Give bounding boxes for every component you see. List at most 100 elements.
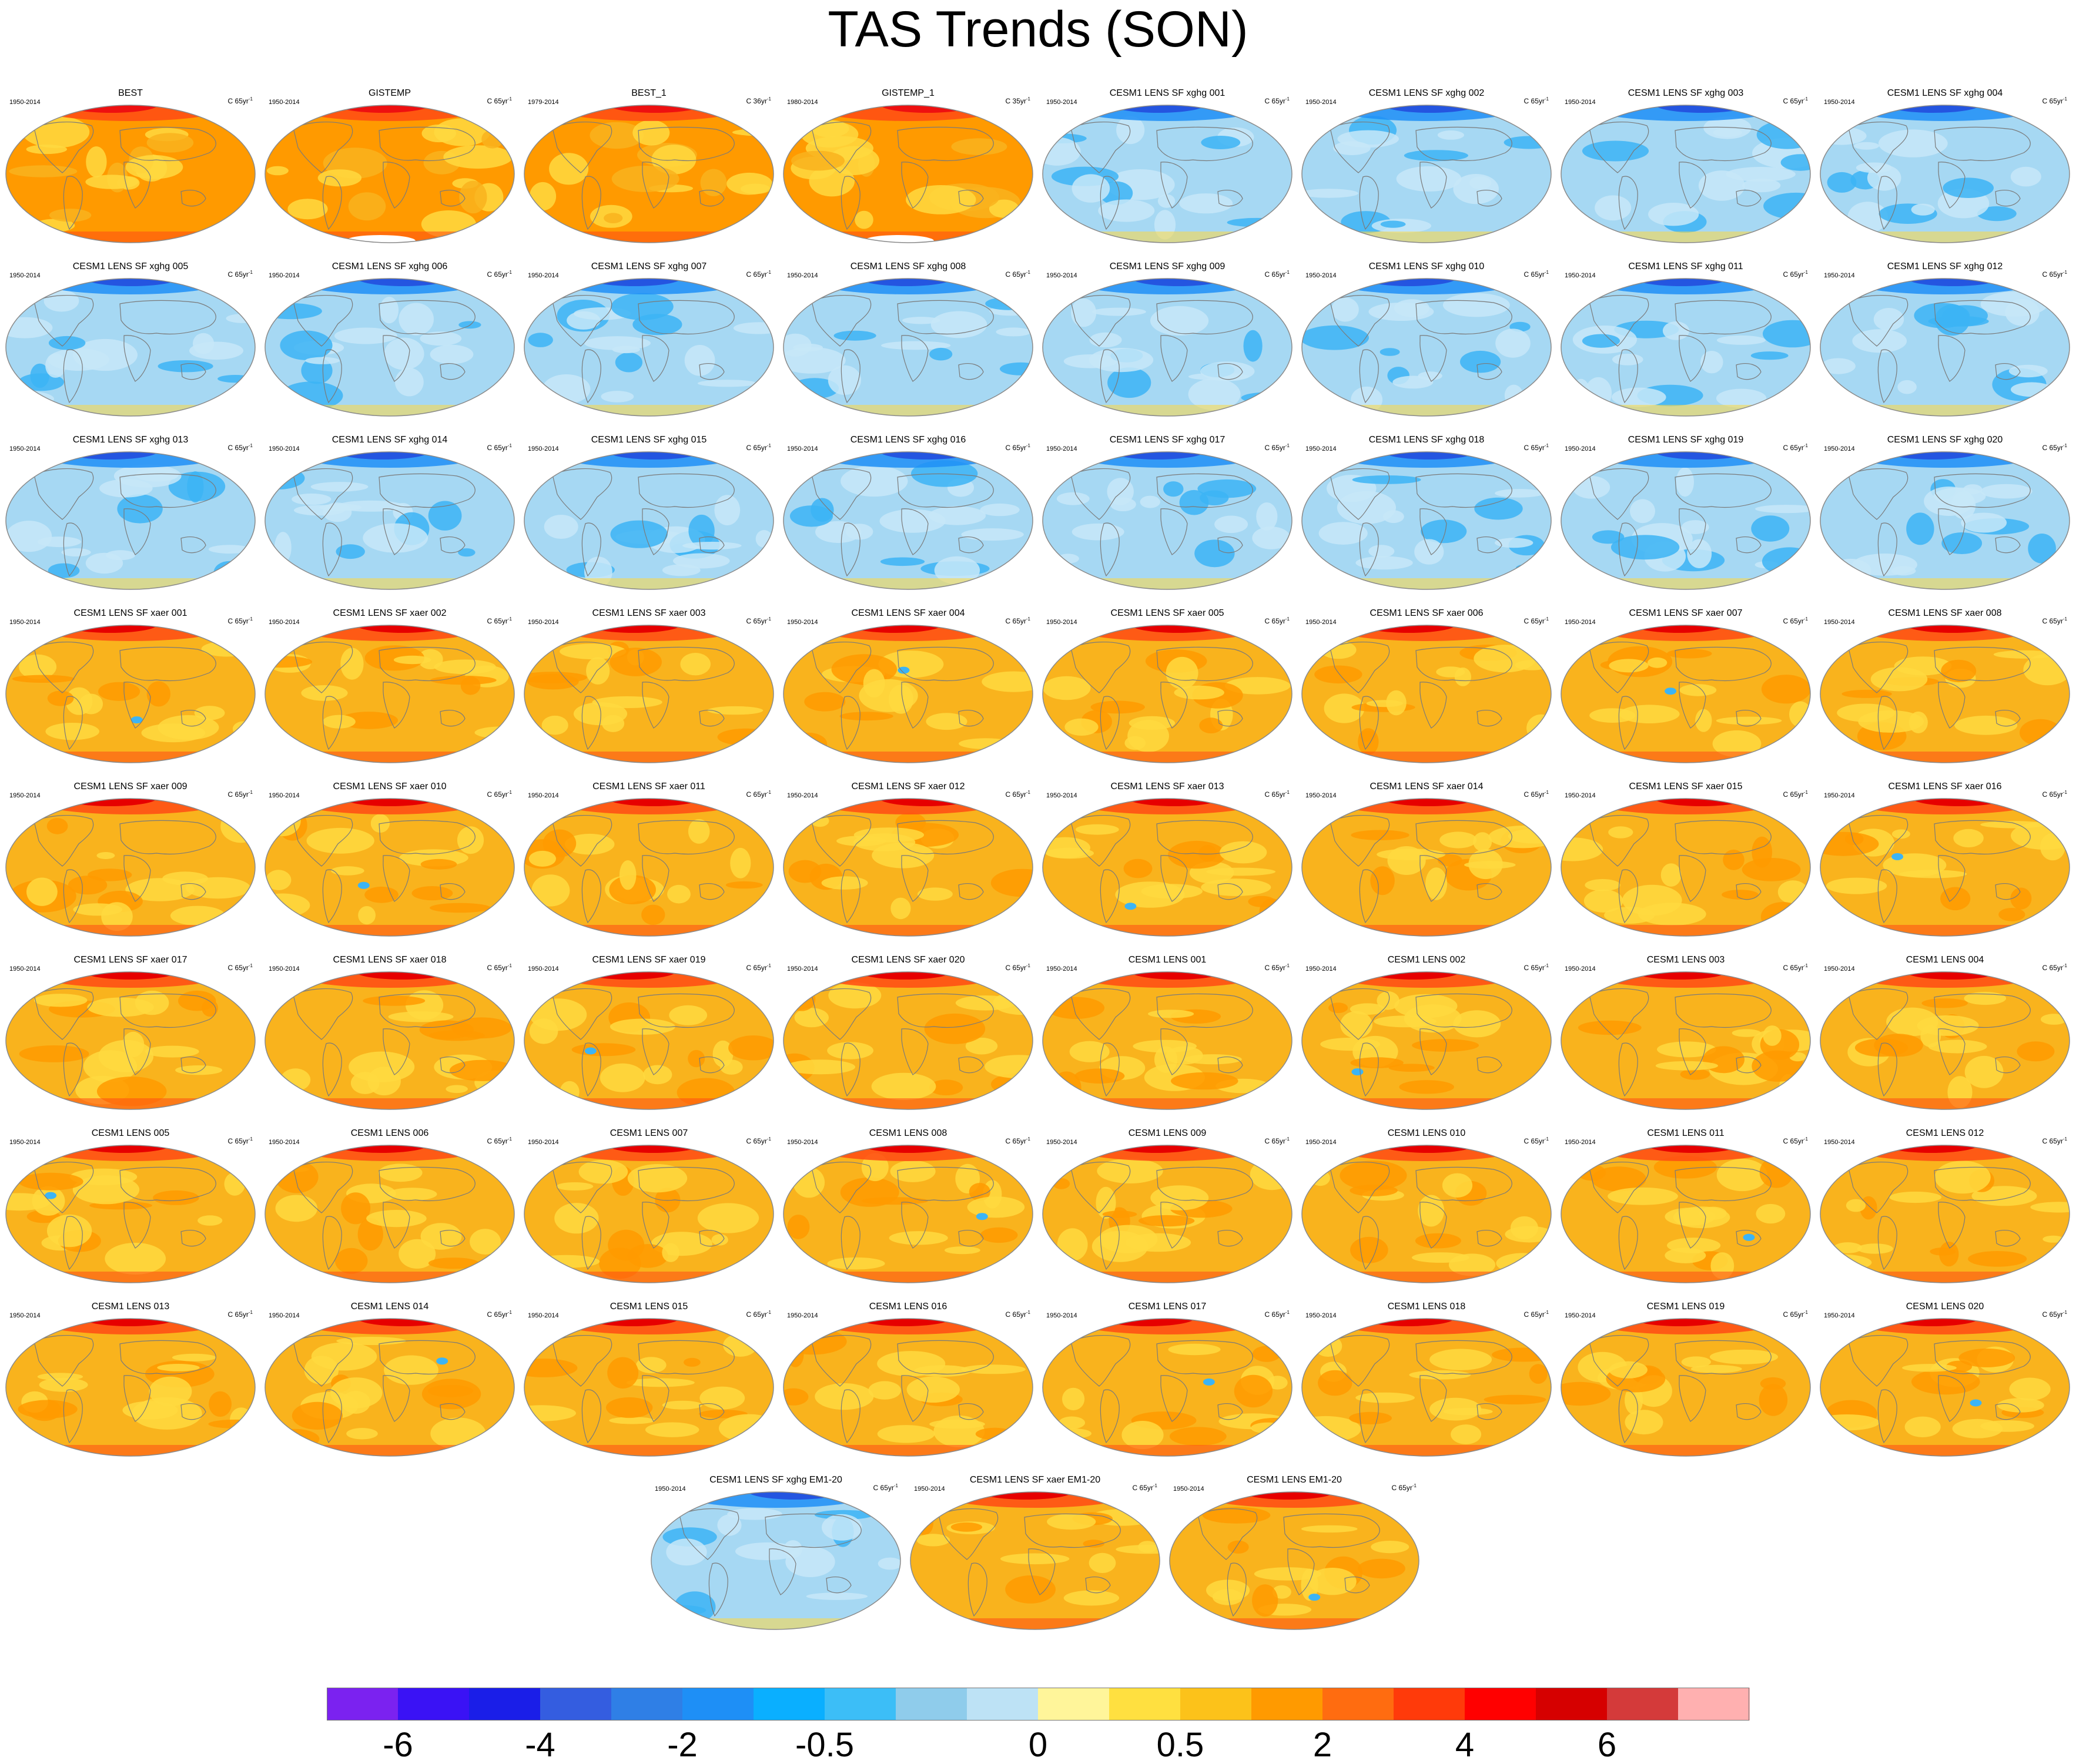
coastline — [1934, 473, 2031, 508]
coastline — [897, 1340, 994, 1375]
panel-title: BEST — [118, 88, 143, 98]
world-map — [1561, 625, 1811, 763]
panel-years: 1950-2014 — [269, 1312, 300, 1319]
map-panel: CESM1 LENS 004 1950-2014 C 65yr-1 — [1818, 953, 2072, 1111]
coastline — [1995, 710, 2021, 727]
panel-unit: C 65yr-1 — [873, 1483, 898, 1492]
panel-years: 1950-2014 — [1046, 965, 1077, 972]
coastline — [901, 1375, 929, 1422]
panel-unit-text: C 65yr — [227, 790, 249, 799]
coastline — [1344, 1577, 1370, 1594]
coastline — [581, 522, 601, 577]
coastline — [180, 1230, 206, 1247]
panel-unit: C 65yr-1 — [2042, 790, 2067, 799]
panel-years: 1950-2014 — [1305, 1312, 1337, 1319]
world-map — [5, 105, 256, 243]
coastline — [581, 1042, 601, 1097]
coastline — [322, 522, 342, 577]
panel-years: 1950-2014 — [914, 1485, 945, 1493]
coastline — [440, 190, 466, 207]
world-map — [5, 798, 256, 937]
world-map — [1820, 105, 2070, 243]
panel-unit-text: C 65yr — [227, 964, 249, 972]
world-map — [1042, 1145, 1293, 1283]
coastline — [1100, 1389, 1120, 1444]
coastline — [1160, 508, 1188, 555]
world-map — [264, 451, 515, 590]
panel-title: CESM1 LENS SF xghg 020 — [1887, 435, 2003, 445]
coastline — [552, 295, 612, 347]
coastline — [1156, 1166, 1253, 1202]
map-panel: CESM1 LENS SF xghg 006 1950-2014 C 65yr-1 — [263, 259, 517, 418]
panel-title: CESM1 LENS 001 — [1128, 955, 1207, 965]
panel-years: 1950-2014 — [9, 965, 41, 972]
panel-unit-text: C 65yr — [1005, 270, 1026, 279]
map-panel: CESM1 LENS 014 1950-2014 C 65yr-1 — [263, 1299, 517, 1458]
coastline — [841, 176, 860, 230]
coastline — [383, 508, 410, 555]
coastline — [1995, 1057, 2021, 1074]
coastline — [1589, 815, 1649, 867]
panel-title: GISTEMP — [368, 88, 411, 98]
coastline — [642, 508, 669, 555]
coastline — [1217, 363, 1243, 380]
world-map — [1301, 798, 1552, 937]
coastline — [581, 696, 601, 750]
world-map — [783, 798, 1033, 937]
world-map — [783, 1145, 1033, 1283]
map-panel: CESM1 LENS SF xaer 002 1950-2014 C 65yr-1 — [263, 606, 517, 764]
world-map — [524, 1145, 774, 1283]
panel-unit: C 35yr-1 — [1005, 96, 1030, 105]
world-map — [524, 105, 774, 243]
coastline — [1736, 883, 1762, 900]
world-map — [264, 798, 515, 937]
coastline — [1100, 869, 1120, 924]
panel-unit-text: C 65yr — [1132, 1484, 1153, 1492]
map-panel: CESM1 LENS SF xaer 018 1950-2014 C 65yr-1 — [263, 953, 517, 1111]
panel-years: 1950-2014 — [1046, 272, 1077, 279]
coastline — [552, 1162, 612, 1213]
coastline — [34, 988, 94, 1040]
map-panel: CESM1 LENS SF xghg 013 1950-2014 C 65yr-1 — [4, 432, 257, 591]
coastline — [293, 642, 353, 693]
panel-years: 1950-2014 — [9, 99, 41, 106]
coastline — [383, 1028, 410, 1075]
panel-unit: C 65yr-1 — [1783, 1136, 1808, 1145]
coastline — [769, 1548, 796, 1595]
panel-years: 1950-2014 — [1824, 1139, 1855, 1146]
map-panel: CESM1 LENS SF xaer 013 1950-2014 C 65yr-1 — [1040, 779, 1294, 938]
coastline — [1934, 993, 2031, 1028]
colorbar-tick-label: -0.5 — [795, 1726, 854, 1764]
coastline — [967, 1562, 987, 1617]
panel-title: CESM1 LENS SF xghg EM1-20 — [709, 1475, 842, 1485]
panel-years: 1950-2014 — [1046, 99, 1077, 106]
panel-years: 1979-2014 — [528, 99, 559, 106]
panel-unit: C 65yr-1 — [746, 616, 771, 625]
colorbar-segment — [611, 1688, 683, 1721]
panel-title: CESM1 LENS SF xaer 019 — [592, 955, 706, 965]
coastline — [1736, 363, 1762, 380]
colorbar-segment — [1109, 1688, 1181, 1721]
panel-unit-text: C 65yr — [746, 1137, 767, 1145]
coastline — [1217, 536, 1243, 554]
map-panel: GISTEMP 1950-2014 C 65yr-1 — [263, 86, 517, 244]
panel-unit: C 65yr-1 — [1783, 790, 1808, 799]
panel-unit: C 65yr-1 — [746, 1310, 771, 1319]
coastline — [1100, 176, 1120, 230]
coastline — [642, 1028, 669, 1075]
world-map — [5, 1145, 256, 1283]
coastline — [379, 1166, 476, 1202]
coastline — [1675, 1340, 1772, 1375]
panel-title: CESM1 LENS SF xghg 013 — [72, 435, 189, 445]
coastline — [1679, 682, 1706, 729]
coastline — [440, 1403, 466, 1420]
coastline — [1938, 855, 1965, 902]
coastline — [552, 468, 612, 520]
world-map — [1820, 278, 2070, 417]
coastline — [1934, 1340, 2031, 1375]
panel-unit-text: C 65yr — [1523, 790, 1545, 799]
panel-unit: C 65yr-1 — [1523, 1310, 1549, 1319]
panel-title: CESM1 LENS 006 — [350, 1128, 429, 1138]
coastline — [322, 349, 342, 404]
panel-title: CESM1 LENS 011 — [1647, 1128, 1725, 1138]
